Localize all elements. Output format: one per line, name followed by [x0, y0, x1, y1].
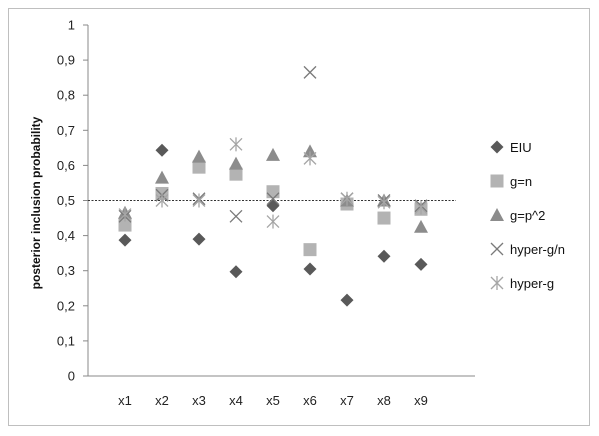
data-points — [118, 65, 428, 307]
y-tick-label: 1 — [68, 18, 75, 33]
legend-marker — [490, 208, 504, 221]
data-point — [266, 147, 280, 161]
x-tick-label: x6 — [303, 393, 317, 408]
data-point — [377, 249, 391, 263]
data-point — [266, 199, 280, 213]
data-point — [155, 143, 169, 157]
data-point — [229, 137, 243, 152]
data-point — [192, 232, 206, 246]
y-tick-labels: 0 0,1 0,2 0,3 0,4 0,5 0,6 0,7 0,8 0,9 1 — [57, 18, 75, 384]
data-point — [266, 214, 280, 229]
legend-label: hyper-g — [510, 276, 554, 291]
legend-label: g=n — [510, 174, 532, 189]
data-point — [118, 218, 132, 232]
data-point — [377, 211, 391, 225]
y-tick-label: 0,9 — [57, 53, 75, 68]
data-point — [266, 185, 280, 199]
legend-label: EIU — [510, 140, 532, 155]
data-point — [303, 65, 317, 79]
data-point — [303, 243, 317, 257]
y-tick-label: 0,4 — [57, 228, 75, 243]
legend-marker — [490, 242, 504, 256]
data-point — [192, 160, 206, 174]
data-point — [414, 200, 428, 215]
x-tick-label: x7 — [340, 393, 354, 408]
data-point — [118, 233, 132, 247]
x-tick-label: x5 — [266, 393, 280, 408]
x-tick-label: x8 — [377, 393, 391, 408]
legend-label: hyper-g/n — [510, 242, 565, 257]
y-tick-label: 0,1 — [57, 333, 75, 348]
data-point — [303, 262, 317, 276]
legend-label: g=p^2 — [510, 208, 545, 223]
x-tick-label: x1 — [118, 393, 132, 408]
y-tick-label: 0,5 — [57, 193, 75, 208]
data-point — [229, 265, 243, 279]
data-point — [414, 219, 428, 233]
y-tick-label: 0,7 — [57, 123, 75, 138]
data-point — [340, 293, 354, 307]
data-point — [340, 191, 354, 206]
y-tick-label: 0 — [68, 369, 75, 384]
y-tick-label: 0,8 — [57, 88, 75, 103]
y-tick-label: 0,2 — [57, 298, 75, 313]
legend-marker — [490, 140, 504, 154]
data-point — [229, 156, 243, 170]
data-point — [229, 167, 243, 181]
x-tick-label: x9 — [414, 393, 428, 408]
data-point — [266, 192, 280, 206]
y-axis-label: posterior inclusion probability — [29, 116, 43, 289]
data-point — [303, 151, 317, 166]
data-point — [192, 193, 206, 208]
y-tick-label: 0,6 — [57, 158, 75, 173]
x-tick-label: x2 — [155, 393, 169, 408]
series-hyper-g — [118, 137, 428, 229]
x-tick-label: x3 — [192, 393, 206, 408]
legend-marker — [490, 174, 504, 188]
data-point — [155, 193, 169, 208]
legend: EIU g=n g=p^2 hyper-g/n hyper-g — [490, 140, 565, 291]
data-point — [155, 170, 169, 184]
legend-marker — [490, 276, 504, 290]
x-tick-label: x4 — [229, 393, 243, 408]
x-tick-labels: x1 x2 x3 x4 x5 x6 x7 x8 x9 — [118, 393, 428, 408]
data-point — [377, 195, 391, 210]
series-eiu — [118, 143, 428, 307]
y-tick-label: 0,3 — [57, 263, 75, 278]
data-point — [118, 207, 132, 222]
data-point — [229, 209, 243, 223]
data-point — [192, 149, 206, 163]
data-point — [414, 257, 428, 271]
